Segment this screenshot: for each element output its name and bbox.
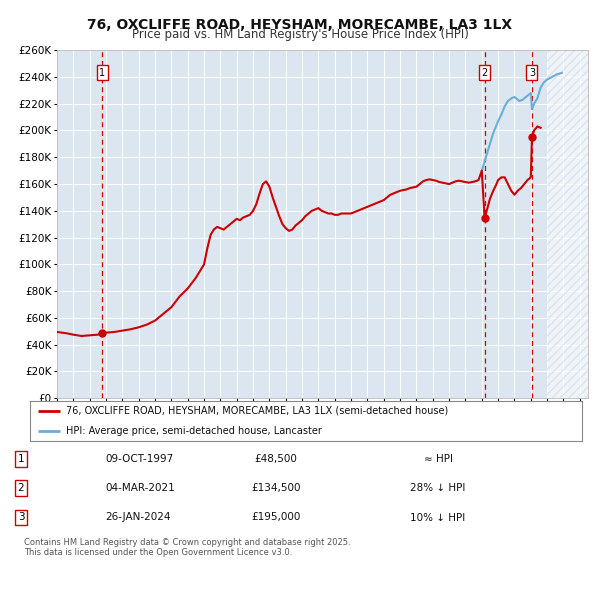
Text: HPI: Average price, semi-detached house, Lancaster: HPI: Average price, semi-detached house,…: [66, 426, 322, 435]
Text: 26-JAN-2024: 26-JAN-2024: [105, 513, 170, 523]
Text: 1: 1: [17, 454, 25, 464]
Bar: [547, 50, 588, 398]
Text: 10% ↓ HPI: 10% ↓ HPI: [410, 513, 466, 523]
Text: 3: 3: [17, 513, 25, 523]
Text: 1: 1: [99, 68, 106, 78]
Text: 2: 2: [481, 68, 488, 78]
Text: 04-MAR-2021: 04-MAR-2021: [105, 483, 175, 493]
Text: 28% ↓ HPI: 28% ↓ HPI: [410, 483, 466, 493]
Text: 2: 2: [17, 483, 25, 493]
Text: £48,500: £48,500: [254, 454, 298, 464]
Text: £134,500: £134,500: [251, 483, 301, 493]
Text: Contains HM Land Registry data © Crown copyright and database right 2025.
This d: Contains HM Land Registry data © Crown c…: [24, 538, 350, 558]
Text: 09-OCT-1997: 09-OCT-1997: [105, 454, 173, 464]
Text: ≈ HPI: ≈ HPI: [424, 454, 452, 464]
Text: Price paid vs. HM Land Registry's House Price Index (HPI): Price paid vs. HM Land Registry's House …: [131, 28, 469, 41]
Text: £195,000: £195,000: [251, 513, 301, 523]
Text: 3: 3: [529, 68, 535, 78]
Text: 76, OXCLIFFE ROAD, HEYSHAM, MORECAMBE, LA3 1LX (semi-detached house): 76, OXCLIFFE ROAD, HEYSHAM, MORECAMBE, L…: [66, 406, 448, 415]
Text: 76, OXCLIFFE ROAD, HEYSHAM, MORECAMBE, LA3 1LX: 76, OXCLIFFE ROAD, HEYSHAM, MORECAMBE, L…: [88, 18, 512, 32]
